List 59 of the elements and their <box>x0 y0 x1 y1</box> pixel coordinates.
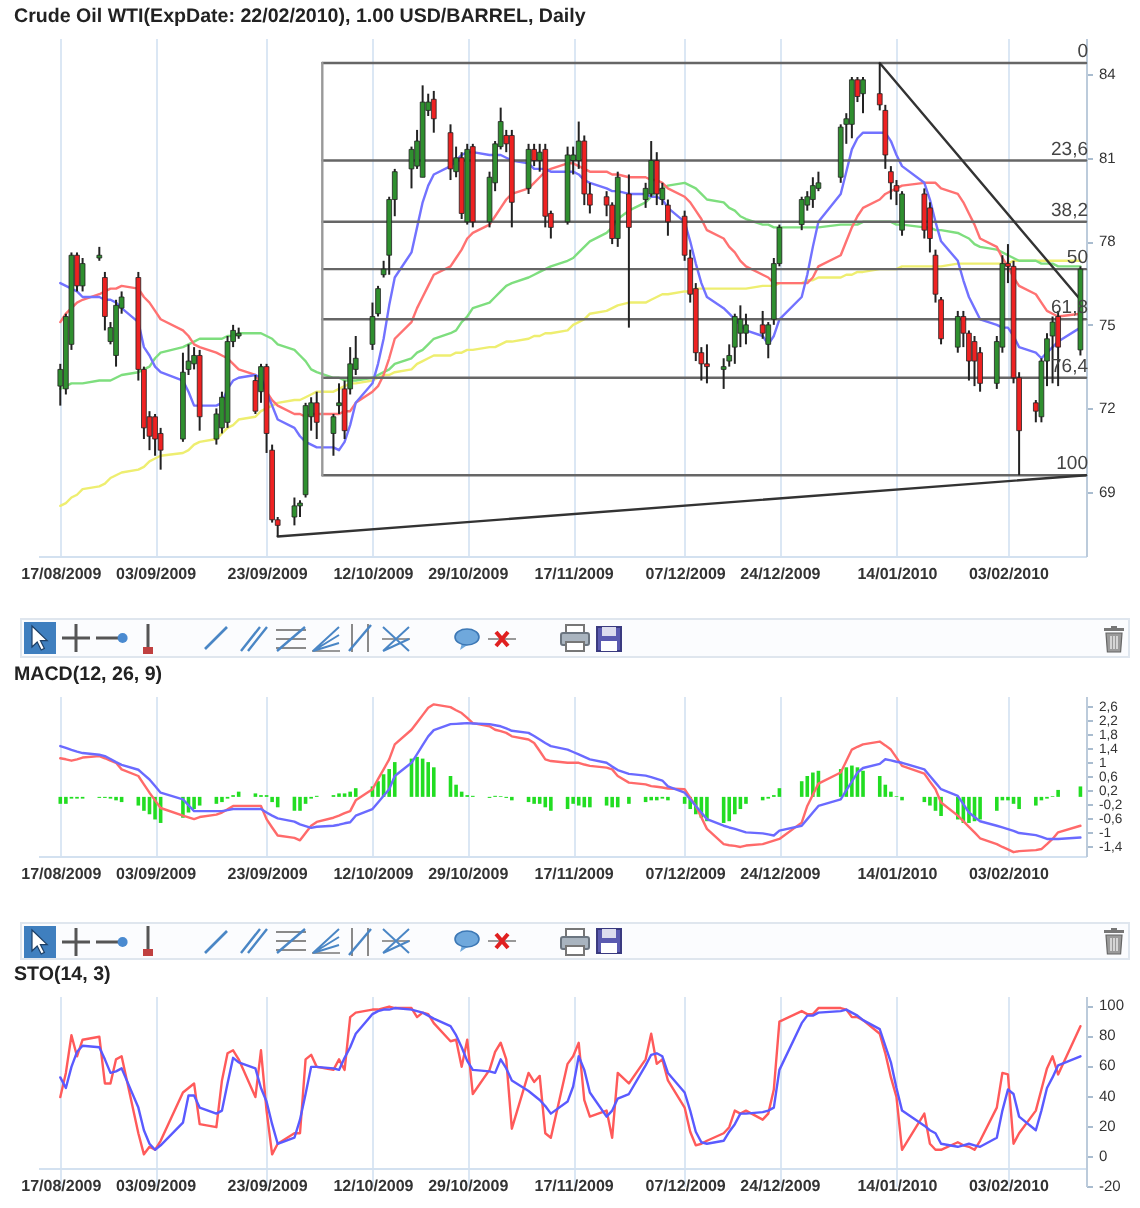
series-label: 38,2 <box>1051 199 1088 222</box>
series-label: 100 <box>1056 453 1088 476</box>
x-tick-label: 29/10/2009 <box>428 565 510 583</box>
candlestick <box>525 142 532 195</box>
x-tick-label: 17/08/2009 <box>21 565 103 583</box>
x-tick-label: 03/09/2009 <box>116 565 198 583</box>
chart-title: Crude Oil WTI(ExpDate: 22/02/2010), 1.00 USD/BARREL, Daily <box>14 6 587 29</box>
x-tick-label: 17/08/2009 <box>21 865 103 883</box>
candlestick <box>732 312 738 365</box>
candlestick <box>653 151 660 207</box>
x-tick-label: 17/11/2009 <box>534 865 615 883</box>
x-tick-label: 03/09/2009 <box>116 1177 198 1195</box>
x-tick-label: 07/12/2009 <box>645 1177 727 1195</box>
candlestick <box>79 257 86 293</box>
x-tick-label: 07/12/2009 <box>645 865 727 883</box>
candlestick <box>860 75 866 115</box>
x-tick-label: 24/12/2009 <box>740 1177 822 1195</box>
x-tick-label: 12/10/2009 <box>333 865 415 883</box>
candlestick <box>954 309 961 354</box>
candlestick <box>330 412 337 457</box>
series-label: 23,6 <box>1051 138 1088 161</box>
candlestick <box>430 89 437 134</box>
x-tick-label: 03/09/2009 <box>116 865 198 883</box>
x-tick-label: 03/02/2010 <box>968 565 1051 583</box>
x-tick-label: 24/12/2009 <box>740 565 822 583</box>
candlestick <box>626 173 632 329</box>
candlestick <box>1049 315 1056 385</box>
candlestick <box>849 75 855 140</box>
candlestick <box>313 390 320 441</box>
series-label: 0 <box>1077 41 1088 64</box>
x-tick-label: 03/02/2010 <box>968 1177 1051 1195</box>
candlestick <box>704 343 710 385</box>
x-tick-label: 14/01/2010 <box>857 865 939 883</box>
chart-title: MACD(12, 26, 9) <box>14 664 163 687</box>
candlestick <box>743 312 749 346</box>
x-tick-label: 24/12/2009 <box>740 865 822 883</box>
x-tick-label: 23/09/2009 <box>227 865 309 883</box>
x-tick-label: 03/02/2010 <box>968 865 1051 883</box>
x-tick-label: 12/10/2009 <box>333 565 415 583</box>
chart-title: STO(14, 3) <box>14 964 111 987</box>
candlestick <box>291 496 298 527</box>
x-tick-label: 14/01/2010 <box>857 1177 939 1195</box>
x-tick-label: 17/11/2009 <box>534 565 615 583</box>
x-tick-label: 23/09/2009 <box>227 565 309 583</box>
candlestick <box>971 334 978 388</box>
x-tick-label: 12/10/2009 <box>333 1177 415 1195</box>
x-tick-label: 29/10/2009 <box>428 1177 510 1195</box>
x-tick-label: 14/01/2010 <box>857 565 939 583</box>
x-tick-label: 29/10/2009 <box>428 865 510 883</box>
x-tick-label: 07/12/2009 <box>645 565 727 583</box>
x-tick-label: 23/09/2009 <box>227 1177 309 1195</box>
x-tick-label: 17/11/2009 <box>534 1177 615 1195</box>
candlestick <box>888 165 894 201</box>
line-series <box>59 721 1082 841</box>
candlestick <box>798 195 805 232</box>
line-series <box>59 703 1082 854</box>
x-tick-label: 17/08/2009 <box>21 1177 103 1195</box>
candlestick <box>447 123 454 182</box>
candlestick <box>810 176 816 209</box>
